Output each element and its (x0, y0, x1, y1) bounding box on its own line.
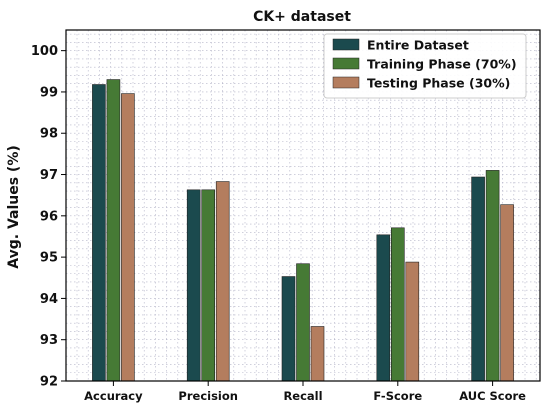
bar-auc-score-series-3 (500, 204, 514, 382)
y-tick-label: 97 (40, 168, 58, 183)
bar-recall-series-2 (296, 263, 310, 382)
y-tick-label: 95 (40, 251, 58, 266)
y-tick-label: 99 (40, 85, 58, 100)
x-tick-label: AUC Score (459, 389, 526, 403)
x-tick-label: F-Score (373, 389, 422, 403)
bar-precision-series-1 (186, 189, 201, 382)
bar-f-score-series-3 (405, 261, 420, 382)
bar-precision-series-2 (201, 189, 215, 382)
x-axis: Accuracy Precision Recall F-Score AUC Score (84, 381, 526, 403)
bars (92, 79, 514, 382)
bar-recall-series-3 (310, 326, 325, 382)
x-tick-label: Accuracy (84, 389, 143, 403)
bar-accuracy-series-3 (121, 93, 135, 382)
bar-auc-score-series-2 (485, 170, 500, 382)
legend: Entire Dataset Training Phase (70%) Testin… (323, 33, 527, 99)
y-tick-label: 94 (40, 292, 58, 307)
bar-precision-series-3 (215, 181, 230, 382)
y-axis-label: Avg. Values (%) (6, 145, 22, 268)
bar-f-score-series-2 (390, 227, 405, 382)
legend-box (323, 33, 527, 99)
legend-swatch (332, 57, 360, 70)
y-tick-label: 93 (40, 333, 58, 348)
x-tick-label: Recall (283, 389, 322, 403)
legend-swatch (332, 76, 360, 89)
bar-recall-series-1 (281, 276, 296, 382)
x-tick-label: Precision (178, 389, 238, 403)
y-tick-label: 92 (40, 375, 58, 390)
y-tick-label: 98 (40, 127, 58, 142)
bar-accuracy-series-1 (92, 84, 106, 382)
legend-entry: Entire Dataset (367, 38, 469, 53)
y-tick-label: 96 (40, 209, 58, 224)
y-axis: 92 93 94 95 96 97 98 99 100 (31, 44, 66, 390)
bar-accuracy-series-2 (106, 79, 121, 382)
y-tick-label: 100 (31, 44, 58, 59)
legend-entry: Testing Phase (30%) (367, 76, 510, 91)
bar-auc-score-series-1 (471, 176, 485, 382)
legend-swatch (332, 38, 360, 51)
chart-title: CK+ dataset (253, 9, 351, 25)
bar-f-score-series-1 (376, 234, 391, 382)
legend-entry: Training Phase (70%) (367, 57, 517, 72)
